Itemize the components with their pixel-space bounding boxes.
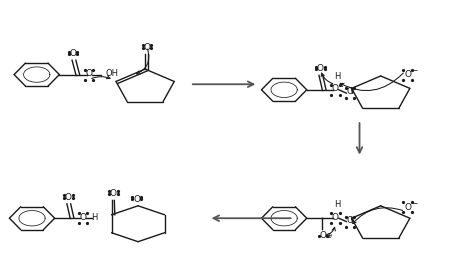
Text: O: O <box>346 216 354 225</box>
Text: O: O <box>332 84 339 93</box>
Text: O: O <box>404 203 411 212</box>
Text: H: H <box>334 200 340 209</box>
Text: O: O <box>65 193 72 202</box>
Text: H: H <box>91 213 98 222</box>
Text: −: − <box>411 199 418 208</box>
Text: O: O <box>133 194 140 204</box>
Text: O: O <box>143 43 150 52</box>
Text: H: H <box>334 72 340 81</box>
Text: O: O <box>319 232 326 240</box>
Text: −: − <box>411 66 418 75</box>
Text: O: O <box>110 189 117 198</box>
Text: O: O <box>332 213 339 222</box>
Text: OH: OH <box>106 69 118 78</box>
Text: O: O <box>70 49 76 58</box>
Text: O: O <box>404 70 411 79</box>
Text: ⊕: ⊕ <box>326 232 332 240</box>
Text: O: O <box>346 88 354 97</box>
Text: O: O <box>85 69 92 78</box>
Text: O: O <box>317 64 324 73</box>
Text: O: O <box>80 213 86 222</box>
